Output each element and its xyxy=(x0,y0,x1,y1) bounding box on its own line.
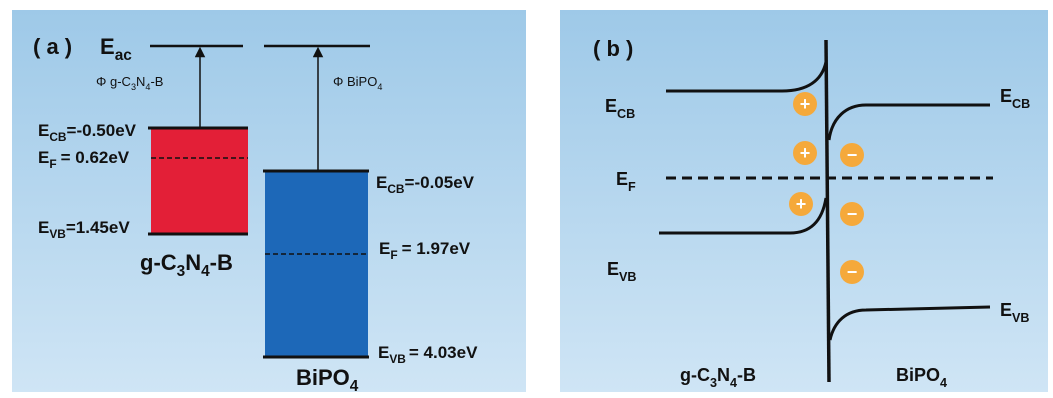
gcn-vb-label: EVB=1.45eV xyxy=(38,218,130,241)
gcn-fermi-label: EF = 0.62eV xyxy=(38,148,130,171)
hole-carrier: + xyxy=(793,92,817,116)
left-vb-label: EVB xyxy=(607,259,637,284)
vacuum-level-label: Eac xyxy=(100,34,132,64)
work-function-label-gcn: Φ g-C3N4-B xyxy=(96,74,163,92)
bipo4-cb-label: ECB=-0.05eV xyxy=(376,173,475,196)
panel-b-label: ( b ) xyxy=(593,36,633,61)
hole-carrier: + xyxy=(789,192,813,216)
gcn-cb-label: ECB=-0.50eV xyxy=(38,121,137,144)
svg-text:+: + xyxy=(800,143,811,163)
right-cb-curve xyxy=(827,103,990,141)
work-function-label-bipo4: Φ BiPO4 xyxy=(333,74,382,92)
right-cb-label: ECB xyxy=(1000,86,1030,111)
bipo4-band-block xyxy=(265,171,368,357)
bipo4-material-name: BiPO4 xyxy=(296,365,359,395)
electron-carrier: − xyxy=(840,202,864,226)
svg-text:+: + xyxy=(800,94,811,114)
hole-carrier: + xyxy=(793,141,817,165)
left-material-name: g-C3N4-B xyxy=(680,365,756,390)
left-cb-label: ECB xyxy=(605,96,635,121)
right-material-name: BiPO4 xyxy=(896,365,947,390)
left-vb-curve xyxy=(659,197,828,235)
interface-line xyxy=(824,39,831,383)
svg-text:−: − xyxy=(847,204,858,224)
svg-text:+: + xyxy=(796,194,807,214)
panel-a-label: ( a ) xyxy=(33,34,72,59)
right-vb-label: EVB xyxy=(1000,300,1030,325)
electron-carrier: − xyxy=(840,143,864,167)
svg-text:−: − xyxy=(847,145,858,165)
left-cb-curve xyxy=(666,61,828,93)
panel-b: ( b ) ECB EF EVB ECB EVB + xyxy=(560,10,1048,392)
panel-a: ( a ) Eac Φ g-C3N4-B Φ BiPO4 ECB=-0.50eV… xyxy=(12,10,526,395)
gcn-band-block xyxy=(151,128,248,234)
bipo4-vb-label: EVB = 4.03eV xyxy=(378,343,478,366)
right-vb-curve xyxy=(828,305,991,341)
bipo4-fermi-label: EF = 1.97eV xyxy=(379,239,471,262)
gcn-material-name: g-C3N4-B xyxy=(140,250,233,280)
left-fermi-label: EF xyxy=(616,169,636,194)
svg-text:−: − xyxy=(847,262,858,282)
electron-carrier: − xyxy=(840,260,864,284)
